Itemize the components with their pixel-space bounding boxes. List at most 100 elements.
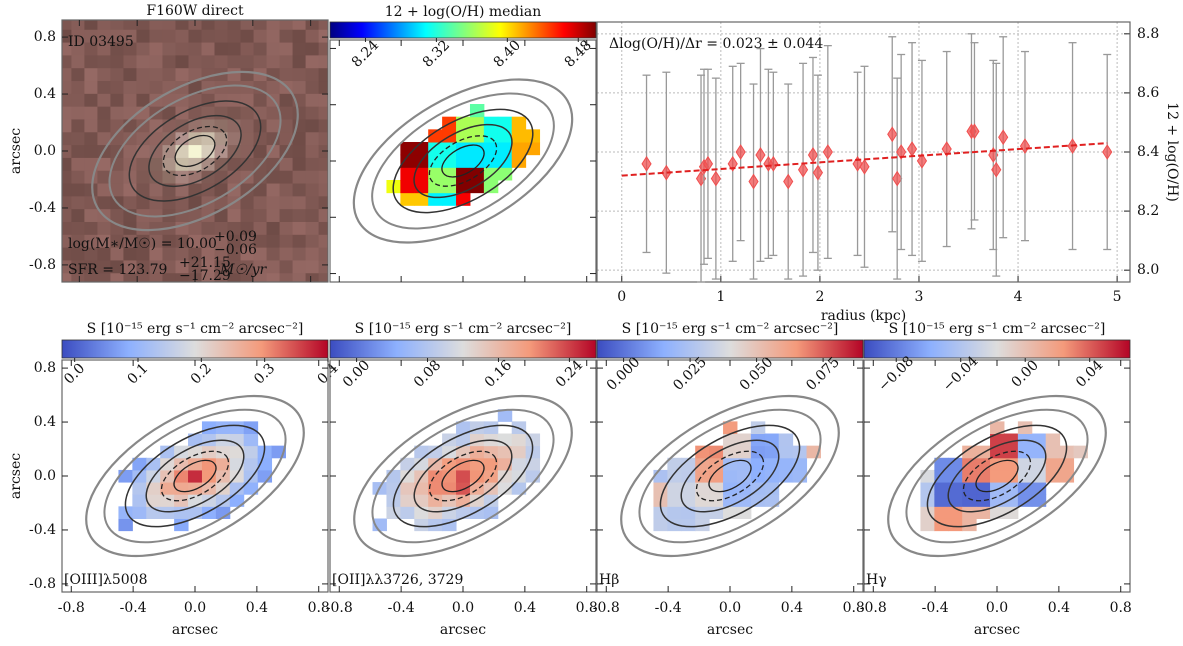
point bbox=[991, 161, 1002, 178]
map-pixel bbox=[318, 20, 328, 30]
map-pixel bbox=[695, 457, 710, 471]
map-pixel bbox=[497, 482, 513, 495]
map-pixel bbox=[123, 259, 137, 274]
map-pixel bbox=[175, 234, 189, 248]
map-pixel bbox=[175, 54, 189, 69]
x-tick-label: 4 bbox=[1014, 289, 1023, 305]
contour bbox=[352, 78, 574, 244]
annotation: [OIII]λ5008 bbox=[64, 572, 148, 588]
map-pixel bbox=[84, 93, 98, 107]
y-tick-label: 8.0 bbox=[1137, 262, 1159, 278]
y-tick-label: 8.2 bbox=[1137, 203, 1159, 219]
map-pixel bbox=[97, 106, 111, 120]
map-pixel bbox=[934, 482, 949, 495]
map-pixel bbox=[253, 208, 268, 222]
map-pixel bbox=[97, 67, 111, 82]
map-pixel bbox=[110, 93, 124, 107]
map-pixel bbox=[653, 469, 668, 483]
contour bbox=[128, 100, 262, 202]
map-pixel bbox=[71, 80, 85, 94]
map-pixel bbox=[279, 195, 294, 210]
map-pixel bbox=[71, 4, 85, 17]
colorbar bbox=[863, 339, 1131, 359]
map-pixel bbox=[318, 234, 328, 248]
point bbox=[797, 161, 809, 178]
map-pixel bbox=[149, 195, 163, 210]
mass-upper: +0.09 bbox=[214, 229, 257, 245]
map-pixel bbox=[160, 445, 175, 459]
map-pixel bbox=[188, 234, 203, 248]
map-pixel bbox=[456, 482, 471, 495]
map-pixel bbox=[188, 80, 203, 94]
map-pixel bbox=[227, 42, 242, 56]
map-pixel bbox=[201, 469, 217, 483]
map-pixel bbox=[188, 118, 203, 133]
x-tick-label: -0.8 bbox=[326, 600, 353, 616]
map-pixel bbox=[229, 482, 245, 495]
map-pixel bbox=[123, 93, 137, 107]
map-pixel bbox=[456, 494, 471, 507]
x-tick-label: -0.4 bbox=[120, 600, 147, 616]
colorbar-tick-label: 0.0 bbox=[61, 360, 88, 387]
map-pixel bbox=[319, 4, 333, 17]
map-pixel bbox=[188, 469, 203, 483]
map-pixel bbox=[332, 196, 346, 209]
map-pixel bbox=[97, 170, 111, 184]
map-pixel bbox=[188, 208, 203, 222]
map-pixel bbox=[318, 106, 328, 120]
annotation: Hγ bbox=[866, 572, 887, 588]
map-pixel bbox=[149, 80, 163, 94]
map-pixel bbox=[227, 259, 242, 274]
point bbox=[735, 144, 746, 160]
contour bbox=[392, 424, 534, 528]
map-pixel bbox=[723, 433, 738, 447]
map-pixel bbox=[229, 445, 245, 459]
map-pixel bbox=[240, 42, 255, 56]
map-pixel bbox=[400, 192, 415, 206]
map-pixel bbox=[305, 80, 320, 94]
map-pixel bbox=[292, 272, 307, 282]
map-pixel bbox=[214, 118, 229, 133]
map-pixel bbox=[990, 469, 1005, 483]
map-pixel bbox=[318, 259, 328, 274]
map-pixel bbox=[132, 506, 147, 519]
map-pixel bbox=[962, 445, 977, 459]
map-pixel bbox=[653, 482, 668, 495]
map-pixel bbox=[667, 494, 682, 507]
map-pixel bbox=[149, 221, 163, 235]
map-pixel bbox=[201, 42, 216, 56]
map-pixel bbox=[511, 445, 527, 459]
map-pixel bbox=[175, 20, 189, 30]
map-pixel bbox=[990, 445, 1005, 459]
map-pixel bbox=[62, 272, 72, 282]
colorbar-label: S [10⁻¹⁵ erg s⁻¹ cm⁻² arcsec⁻²] bbox=[622, 321, 839, 337]
map-pixel bbox=[1017, 445, 1033, 459]
map-pixel bbox=[188, 54, 203, 69]
map-pixel bbox=[97, 234, 111, 248]
map-pixel bbox=[292, 20, 307, 30]
map-pixel bbox=[386, 469, 401, 483]
map-pixel bbox=[318, 272, 328, 282]
map-pixel bbox=[305, 144, 320, 158]
map-pixel bbox=[162, 286, 176, 299]
map-pixel bbox=[279, 106, 294, 120]
map-pixel bbox=[266, 54, 281, 69]
map-pixel bbox=[292, 221, 307, 235]
map-pixel bbox=[240, 106, 255, 120]
contour bbox=[413, 439, 513, 513]
map-pixel bbox=[525, 142, 541, 156]
point bbox=[661, 164, 672, 181]
map-pixel bbox=[280, 286, 294, 299]
map-pixel bbox=[456, 445, 471, 459]
map-pixel bbox=[58, 286, 72, 299]
map-pixel bbox=[318, 80, 328, 94]
point bbox=[755, 147, 766, 163]
map-pixel bbox=[136, 106, 150, 120]
map-pixel bbox=[305, 106, 320, 120]
colorbar-tick-label: 0.2 bbox=[188, 360, 215, 387]
y-tick-label: 0.4 bbox=[34, 86, 56, 102]
map-pixel bbox=[174, 494, 189, 507]
y-tick-label: 8.6 bbox=[1137, 85, 1159, 101]
map-pixel bbox=[201, 118, 216, 133]
map-pixel bbox=[414, 192, 429, 206]
